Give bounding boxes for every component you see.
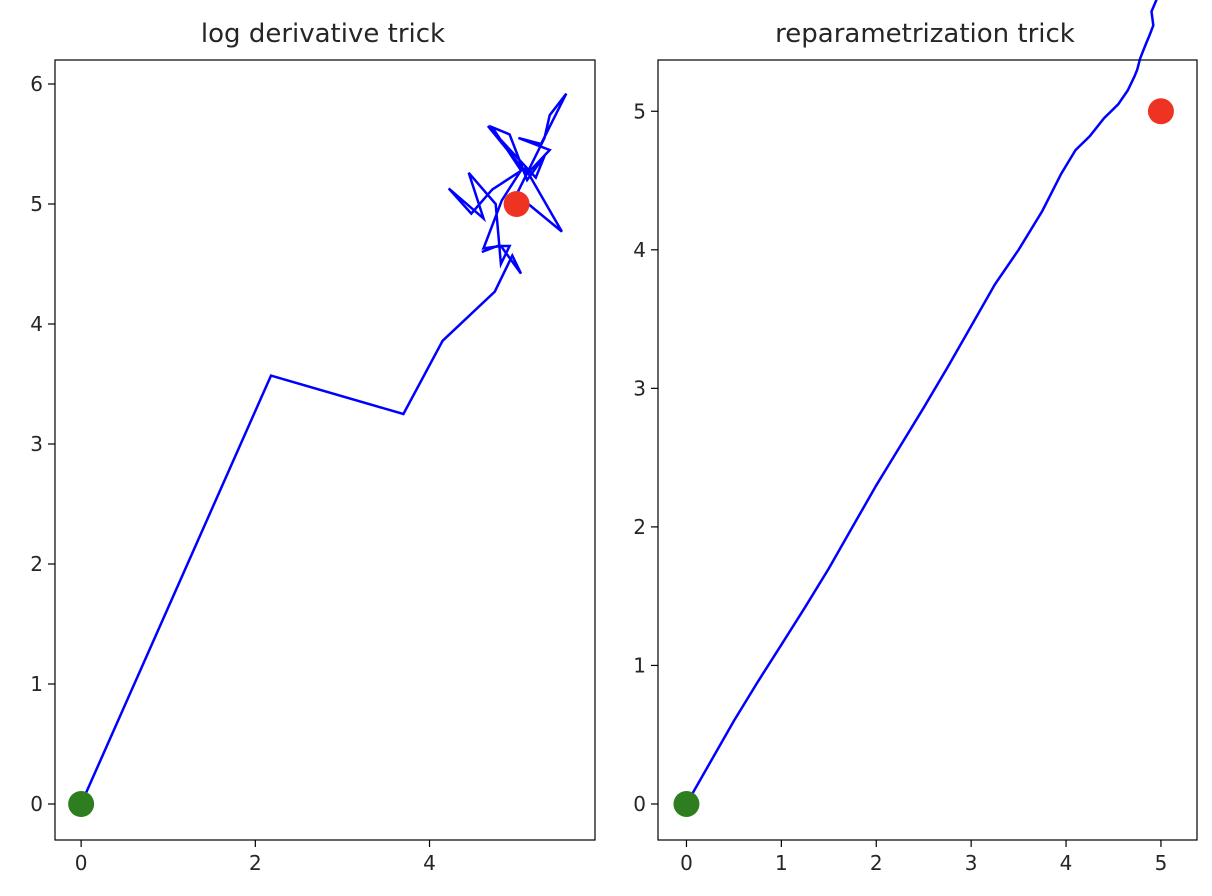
left-x-tick-label-4: 4 [423,851,436,875]
left-chart-title: log derivative trick [201,19,445,49]
left-y-tick-label-4: 4 [30,312,43,336]
left-start-marker [68,791,95,817]
right-target-marker [1147,98,1174,125]
left-y-tick-label-0: 0 [30,792,43,816]
left-target-marker [503,191,530,217]
right-x-tick-label-3: 3 [965,851,978,875]
left-y-tick-label-2: 2 [30,552,43,576]
left-x-tick-label-2: 2 [249,851,262,875]
left-y-tick-label-5: 5 [30,192,43,216]
left-y-tick-label-6: 6 [30,72,43,96]
left-x-tick-label-0: 0 [75,851,88,875]
right-y-tick-label-0: 0 [633,792,646,816]
right-x-tick-label-5: 5 [1155,851,1168,875]
right-y-tick-label-2: 2 [633,515,646,539]
left-chart-panel: log derivative trick 0 2 4 0 1 2 3 4 5 6 [30,19,596,875]
left-y-tick-label-3: 3 [30,432,43,456]
right-x-tick-label-0: 0 [680,851,693,875]
right-y-tick-label-4: 4 [633,238,646,262]
right-chart-title: reparametrization trick [775,19,1075,49]
right-x-tick-label-1: 1 [775,851,788,875]
right-y-tick-label-1: 1 [633,653,646,677]
left-series-line-0 [79,92,568,805]
left-y-tick-label-1: 1 [30,672,43,696]
right-chart-panel: reparametrization trick 0 1 2 3 4 5 0 1 2 3 4 5 [633,0,1198,875]
right-start-marker [673,790,700,817]
left-axes-frame [54,59,596,841]
right-x-tick-label-2: 2 [870,851,883,875]
right-y-tick-label-3: 3 [633,376,646,400]
right-series-line-0 [685,0,1158,805]
right-axes-frame [657,59,1198,841]
right-x-tick-label-4: 4 [1060,851,1073,875]
right-y-tick-label-5: 5 [633,99,646,123]
